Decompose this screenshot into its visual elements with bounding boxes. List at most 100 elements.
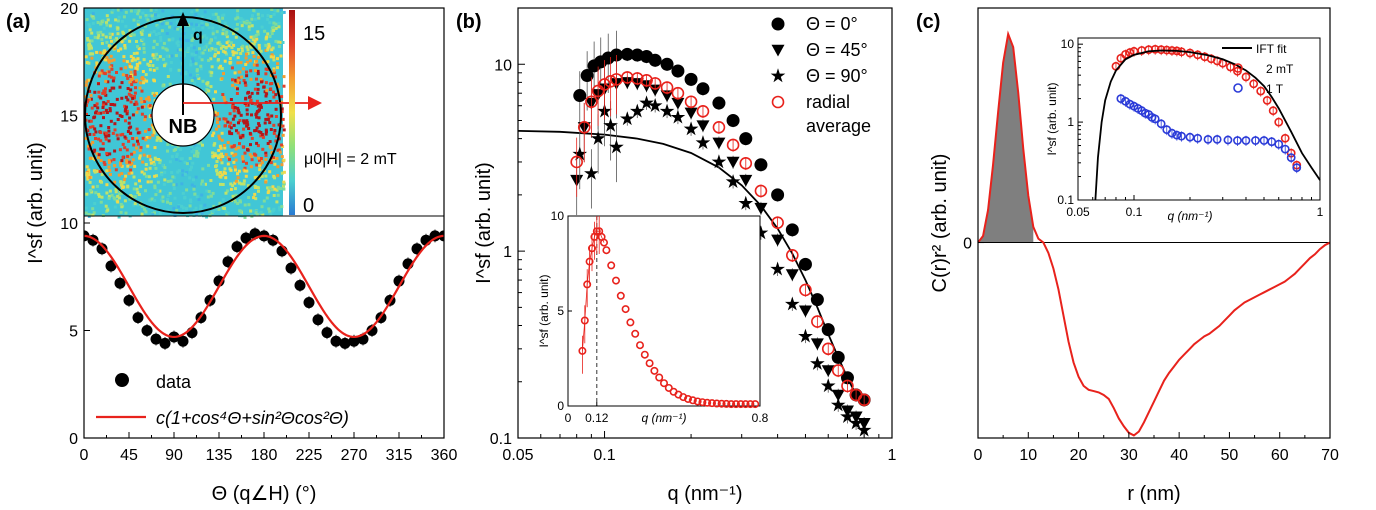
y-tick-label: 5 [69,324,78,341]
detector-pixel [257,122,261,126]
detector-pixel [201,183,205,187]
detector-pixel [93,202,97,205]
detector-pixel [156,189,160,193]
detector-pixel [276,62,280,66]
data-series [84,227,444,350]
detector-pixel [277,186,281,190]
detector-pixel [247,196,251,199]
detector-pixel [218,171,222,174]
data-point [770,261,785,276]
detector-pixel [212,154,216,158]
detector-pixel [254,33,258,37]
detector-pixel [224,119,228,123]
detector-pixel [176,144,180,148]
detector-pixel [101,103,105,107]
detector-pixel [250,158,254,162]
detector-pixel [282,84,286,88]
detector-pixel [92,157,96,160]
detector-pixel [159,139,163,143]
detector-pixel [275,188,279,192]
q-arrowhead [177,12,189,26]
data-point [659,379,668,388]
detector-pixel [108,169,112,172]
detector-pixel [121,132,125,136]
data-point [696,120,710,133]
detector-pixel [260,80,263,84]
detector-pixel [133,164,137,168]
x-tick-label: 270 [341,447,368,464]
detector-pixel [90,190,94,194]
detector-pixel [195,23,199,27]
detector-pixel [200,193,204,197]
detector-pixel [256,69,260,73]
detector-pixel [223,167,227,171]
x-tick-label: 0 [565,411,572,425]
detector-pixel [132,52,136,55]
detector-pixel [213,52,217,56]
detector-pixel [249,69,253,73]
detector-pixel [131,56,135,60]
detector-pixel [272,67,276,71]
data-point [177,335,189,347]
detector-pixel [141,160,145,164]
detector-pixel [137,20,141,24]
detector-pixel [181,206,185,210]
detector-pixel [99,22,103,26]
data-point [799,283,812,297]
data-point [717,399,726,408]
detector-pixel [134,182,138,186]
y-tick-label: 1 [1067,115,1074,129]
detector-pixel [190,52,194,56]
detector-pixel [186,49,190,53]
detector-pixel [261,60,265,64]
data-point [584,165,599,180]
detector-pixel [158,159,162,163]
y-axis-label: I^sf (arb. unit) [25,142,47,264]
detector-pixel [212,131,216,135]
detector-pixel [213,36,217,40]
detector-pixel [242,182,246,186]
detector-pixel [143,118,147,122]
detector-pixel [143,100,147,103]
detector-pixel [261,213,265,217]
detector-pixel [99,147,103,151]
detector-pixel [85,18,89,22]
shaded-area [978,34,1034,243]
detector-pixel [125,161,129,165]
detector-pixel [193,152,197,156]
data-point [754,158,768,172]
detector-pixel [140,112,144,116]
data-point [598,78,611,91]
detector-pixel [161,199,165,203]
detector-pixel [124,107,128,111]
data-point [619,111,635,126]
detector-pixel [138,148,142,152]
detector-pixel [95,50,99,54]
detector-pixel [107,133,111,137]
data-point [609,139,624,154]
detector-pixel [161,195,165,199]
detector-pixel [282,180,286,184]
detector-pixel [119,210,123,214]
detector-pixel [225,41,229,45]
data-point [611,276,620,285]
detector-pixel [195,146,199,150]
detector-pixel [274,22,278,26]
detector-pixel [186,39,190,43]
colorbar [289,10,295,215]
detector-pixel [195,8,199,12]
detector-pixel [215,117,219,121]
detector-pixel [154,8,158,12]
detector-pixel [217,18,221,22]
data-point [1241,72,1251,82]
detector-pixel [192,76,196,80]
axes-frame [517,7,893,439]
detector-pixel [272,25,276,29]
detector-pixel [218,153,222,157]
detector-pixel [201,143,204,147]
data-point [648,77,662,90]
detector-pixel [136,139,139,143]
data-point [670,109,686,124]
